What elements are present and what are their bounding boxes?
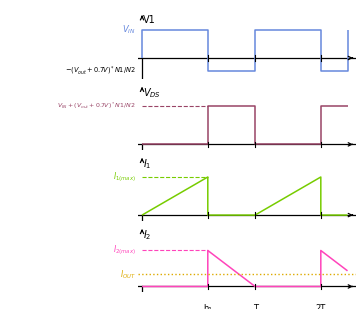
Text: $I_{1(max)}$: $I_{1(max)}$ [113,170,136,184]
Text: 2T: 2T [316,304,326,309]
Text: $I_1$: $I_1$ [143,157,152,171]
Text: V1: V1 [143,15,156,25]
Text: $I_2$: $I_2$ [143,228,151,242]
Text: $V_{DS}$: $V_{DS}$ [143,86,161,100]
Text: $-(V_{out}+0.7V)^*N1/N2$: $-(V_{out}+0.7V)^*N1/N2$ [65,65,136,77]
Text: $I_{OUT}$: $I_{OUT}$ [120,268,136,281]
Text: $I_{2(max)}$: $I_{2(max)}$ [113,243,136,257]
Text: $V_{IN}$: $V_{IN}$ [122,23,136,36]
Text: h₁: h₁ [203,304,212,309]
Text: $V_{IN}+(V_{out}+0.7V)^*N1/N2$: $V_{IN}+(V_{out}+0.7V)^*N1/N2$ [57,101,136,111]
Text: T: T [253,304,258,309]
